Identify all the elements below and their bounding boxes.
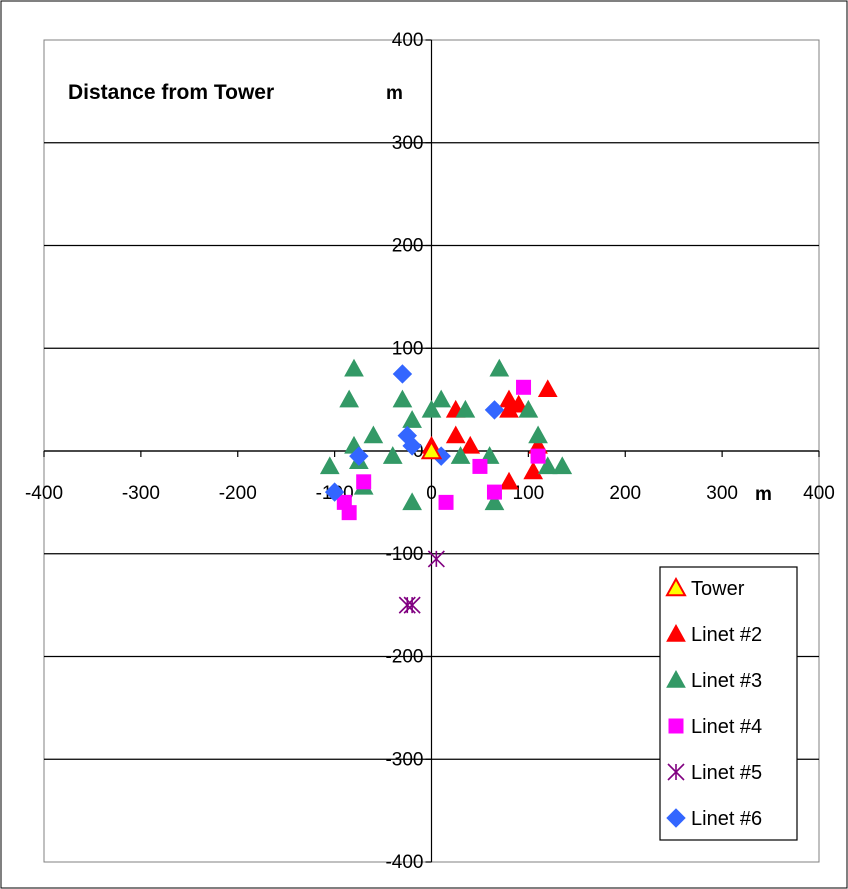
point-linet-2 bbox=[499, 471, 519, 490]
y-tick-label: 0 bbox=[413, 441, 424, 462]
y-axis-unit-label: m bbox=[386, 83, 403, 104]
y-tick-label: 200 bbox=[392, 236, 424, 257]
point-linet-3 bbox=[528, 425, 548, 444]
point-linet-2 bbox=[537, 379, 558, 398]
point-linet-3 bbox=[455, 399, 476, 418]
data-points bbox=[319, 358, 573, 614]
point-linet-3 bbox=[421, 399, 442, 418]
legend-marker-linet-2 bbox=[666, 623, 686, 642]
legend-marker-linet-5 bbox=[667, 763, 685, 781]
point-linet-3 bbox=[363, 425, 384, 444]
y-tick-label: 300 bbox=[392, 133, 424, 154]
point-linet-6 bbox=[484, 400, 505, 420]
x-tick-label: 200 bbox=[609, 483, 641, 504]
legend-label-linet-5: Linet #5 bbox=[691, 762, 762, 784]
point-linet-5 bbox=[403, 596, 421, 614]
x-tick-label: 0 bbox=[426, 483, 437, 504]
point-linet-3 bbox=[382, 446, 403, 464]
legend-marker-linet-6 bbox=[666, 808, 686, 828]
point-linet-4 bbox=[438, 494, 454, 510]
point-linet-3 bbox=[402, 492, 422, 511]
y-tick-label: -100 bbox=[385, 544, 423, 565]
chart-title: Distance from Tower bbox=[68, 81, 274, 104]
x-axis-unit-label: m bbox=[755, 484, 772, 505]
point-linet-3 bbox=[392, 389, 413, 408]
legend-label-linet-6: Linet #6 bbox=[691, 808, 762, 830]
point-linet-6 bbox=[402, 436, 422, 456]
x-tick-label: -300 bbox=[122, 483, 160, 504]
point-linet-3 bbox=[537, 456, 558, 475]
point-linet-4 bbox=[516, 379, 532, 395]
x-tick-label: 300 bbox=[706, 483, 738, 504]
point-tower bbox=[420, 439, 443, 460]
legend-marker-linet-4 bbox=[668, 718, 684, 734]
legend-marker-linet-3 bbox=[666, 669, 686, 688]
point-linet-3 bbox=[450, 446, 471, 464]
point-linet-3 bbox=[552, 456, 573, 475]
point-linet-2 bbox=[460, 435, 481, 454]
legend-label-linet-4: Linet #4 bbox=[691, 716, 762, 738]
y-tick-label: 400 bbox=[392, 30, 424, 51]
legend-label-linet-2: Linet #2 bbox=[691, 624, 762, 646]
tick-labels: 400 300 200 100 0 -100 -200 -300 -400 -400 -300 -20… bbox=[25, 30, 835, 873]
point-linet-3 bbox=[431, 389, 452, 408]
point-linet-4 bbox=[356, 474, 372, 490]
point-linet-3 bbox=[484, 492, 505, 511]
y-tick-label: 100 bbox=[392, 338, 424, 359]
legend-box bbox=[659, 566, 798, 841]
y-tick-label: -300 bbox=[385, 749, 423, 770]
x-tick-label: 100 bbox=[513, 483, 545, 504]
legend-label-tower: Tower bbox=[691, 578, 745, 600]
point-linet-4 bbox=[472, 458, 488, 474]
legend: Tower Linet #2 Linet #3 Linet #4 Linet #5 Lin… bbox=[659, 566, 798, 841]
point-linet-6 bbox=[392, 364, 413, 384]
point-linet-3 bbox=[489, 358, 510, 377]
legend-label-linet-3: Linet #3 bbox=[691, 670, 762, 692]
point-linet-6 bbox=[349, 446, 369, 466]
legend-marker-tower bbox=[665, 576, 687, 597]
point-linet-3 bbox=[344, 358, 364, 377]
y-tick-label: -200 bbox=[385, 647, 423, 668]
point-linet-4 bbox=[486, 484, 502, 500]
point-linet-5 bbox=[427, 550, 445, 568]
point-linet-6 bbox=[324, 482, 345, 502]
point-linet-3 bbox=[339, 389, 360, 408]
point-linet-2 bbox=[445, 425, 466, 444]
x-tick-label: -400 bbox=[25, 483, 63, 504]
x-tick-label: -200 bbox=[219, 483, 257, 504]
point-linet-2 bbox=[508, 394, 529, 413]
point-linet-3 bbox=[402, 410, 422, 428]
point-linet-4 bbox=[530, 448, 546, 464]
point-linet-4 bbox=[341, 505, 357, 521]
point-linet-2 bbox=[523, 461, 544, 480]
point-linet-3 bbox=[319, 456, 340, 475]
point-linet-3 bbox=[518, 399, 539, 418]
x-tick-label: 400 bbox=[803, 483, 835, 504]
y-tick-label: -400 bbox=[385, 852, 423, 873]
